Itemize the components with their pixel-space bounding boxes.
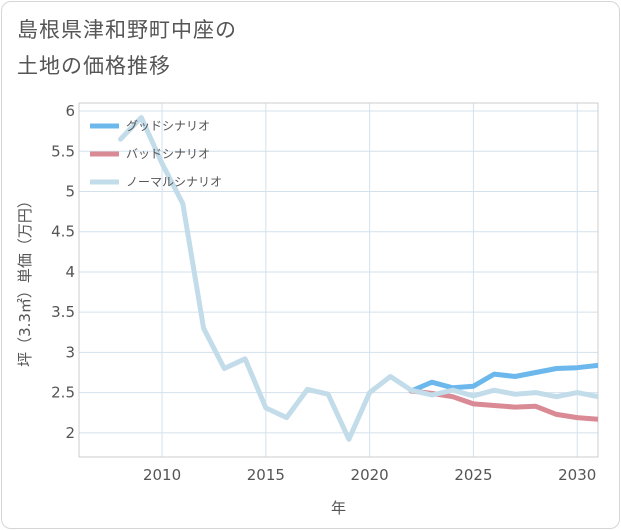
y-axis-title: 坪（3.3㎡）単価（万円） [16,193,34,367]
y-tick-label: 6 [65,102,75,120]
x-tick-label: 2020 [351,466,389,484]
plot-area [78,102,599,458]
legend-label-2: バッドシナリオ [126,147,210,161]
tick-labels: 2010 2015 2020 2025 2030 2 2.5 3 3.5 4 4.5 5 5.5 6 [51,102,596,484]
y-tick-label: 4.5 [51,223,75,241]
legend-label-1: グッドシナリオ [126,119,210,133]
y-tick-label: 2.5 [51,384,75,402]
y-tick-label: 3.5 [51,303,75,321]
x-axis-title: 年 [331,499,346,517]
series-line-3 [118,115,598,442]
grid [79,103,598,457]
x-tick-label: 2025 [454,466,492,484]
chart-title-line2: 土地の価格推移 [17,54,171,78]
series-lines [118,115,598,442]
chart-title: 島根県津和野町中座の 土地の価格推移 [17,12,237,84]
x-tick-label: 2015 [247,466,285,484]
y-tick-label: 5 [65,183,75,201]
y-tick-label: 4 [65,263,75,281]
y-tick-label: 2 [65,424,75,442]
series-line-1 [408,362,598,394]
chart-title-line1: 島根県津和野町中座の [17,18,237,42]
y-tick-label: 3 [65,343,75,361]
legend-label-3: ノーマルシナリオ [126,175,222,189]
x-tick-label: 2010 [143,466,181,484]
x-tick-label: 2030 [558,466,596,484]
y-tick-label: 5.5 [51,142,75,160]
